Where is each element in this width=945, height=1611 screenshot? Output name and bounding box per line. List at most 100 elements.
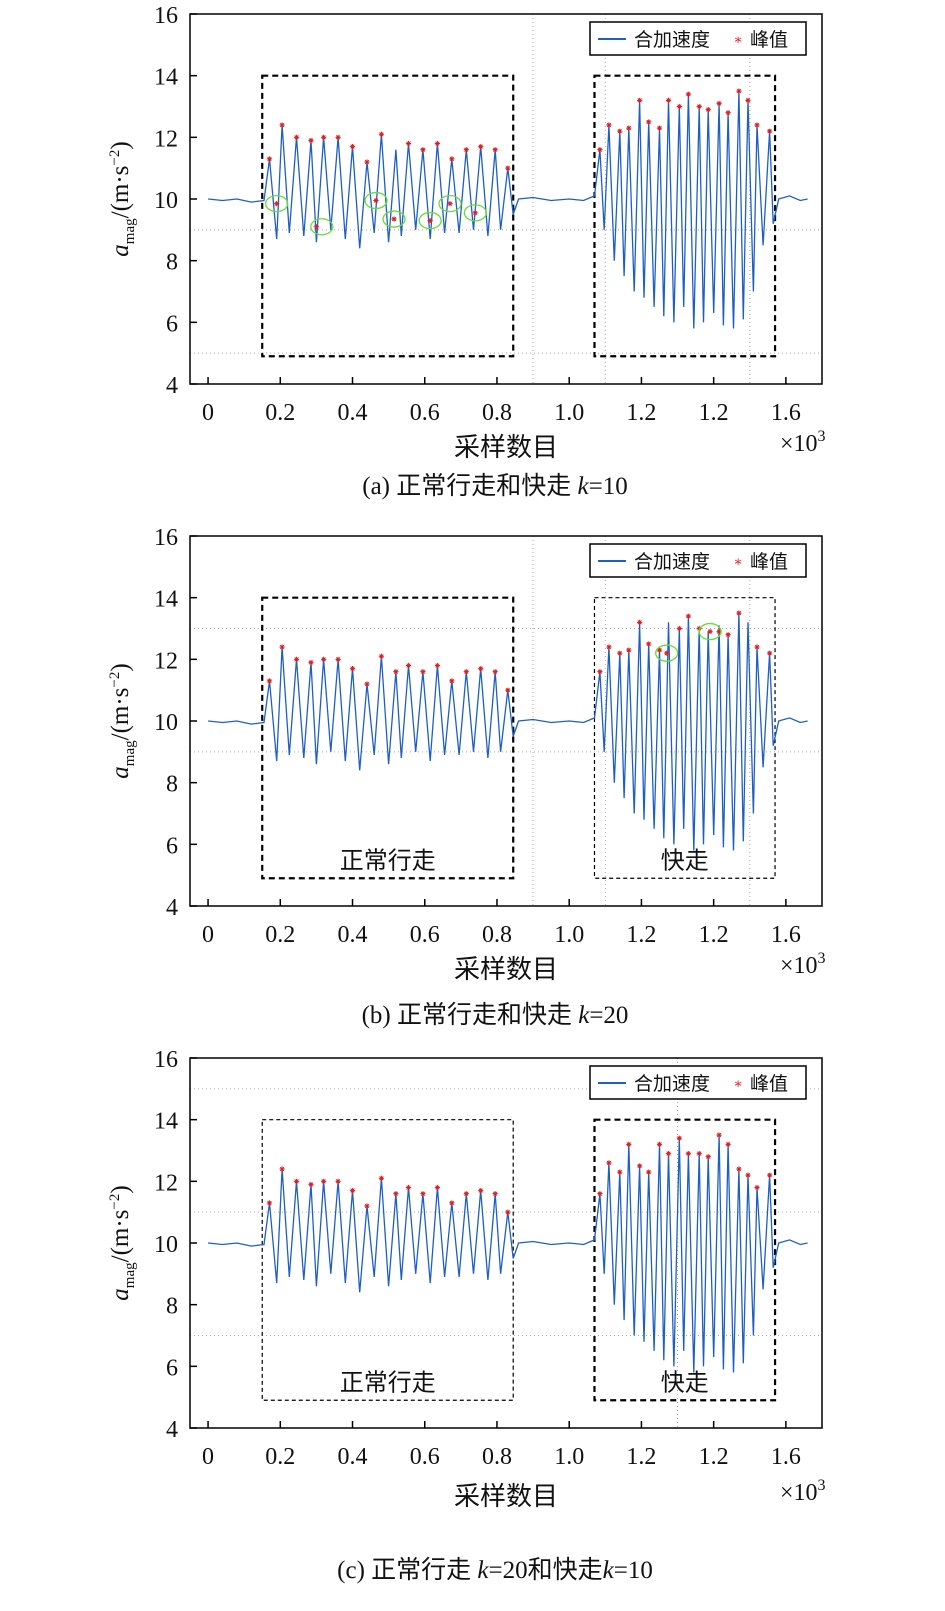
peak-marker	[393, 1191, 399, 1197]
y-axis-label-part: /(m·s	[107, 166, 134, 219]
caption: (a) 正常行走和快走 k=10	[362, 472, 627, 500]
y-axis-label-part: mag	[122, 218, 138, 244]
y-axis-label-part: )	[107, 141, 134, 149]
peak-marker	[656, 1141, 663, 1147]
peak-marker	[716, 628, 722, 635]
x-tick-label: 0.4	[338, 400, 368, 426]
y-axis-label-part: )	[107, 663, 134, 671]
x-tick-label: 0	[202, 922, 214, 948]
caption-part: k	[578, 473, 590, 500]
y-axis-label-part: )	[107, 1185, 134, 1193]
x-tick-label: 1.2	[699, 400, 729, 426]
plot-frame	[189, 535, 823, 907]
x-tick-label: 0.6	[410, 400, 440, 426]
x-multiplier: ×103	[780, 428, 826, 457]
y-tick-label: 16	[154, 525, 178, 551]
caption: (c) 正常行走 k=20和快走k=10	[337, 1556, 653, 1584]
caption-part: =20和快走	[489, 1556, 603, 1584]
peak-marker	[349, 143, 356, 150]
peak-marker	[449, 678, 455, 684]
peak-marker	[378, 653, 385, 659]
highlight-circle	[463, 204, 487, 222]
peak-marker	[665, 97, 672, 103]
peak-marker	[378, 1175, 385, 1181]
peak-marker	[427, 217, 433, 224]
highlight-circle	[265, 194, 289, 213]
peak-marker	[705, 106, 711, 113]
peak-marker	[617, 650, 623, 656]
caption-part: =10	[589, 473, 628, 500]
peak-marker	[449, 156, 455, 162]
peak-marker	[373, 197, 379, 204]
x-tick-label: 1.6	[771, 922, 801, 948]
peak-marker	[656, 647, 663, 653]
peak-marker	[646, 119, 652, 125]
x-tick-label: 0.4	[338, 1444, 368, 1470]
plot-frame	[189, 1057, 823, 1429]
x-multiplier-exp: 3	[818, 1477, 826, 1494]
peak-marker	[274, 201, 280, 207]
peak-marker	[696, 1150, 702, 1157]
y-axis-label-part: /(m·s	[107, 688, 134, 741]
peak-marker	[754, 1184, 760, 1191]
caption-part: k	[477, 1557, 489, 1584]
region-box	[593, 1118, 777, 1402]
y-tick-label: 6	[166, 833, 178, 859]
x-tick-label: 0.2	[265, 1444, 295, 1470]
y-tick-label: 16	[154, 3, 178, 29]
peak-marker	[472, 210, 478, 216]
x-tick-label: 0	[202, 400, 214, 426]
x-tick-label: 1.6	[771, 400, 801, 426]
highlight-circle	[698, 622, 722, 641]
legend-label: 合加速度	[634, 29, 710, 51]
peak-marker	[646, 1169, 652, 1175]
region-box	[261, 74, 515, 358]
x-tick-label: 0.6	[410, 1444, 440, 1470]
peak-marker	[308, 137, 314, 144]
peak-marker	[492, 669, 498, 675]
peak-marker	[685, 1150, 691, 1157]
legend-label: 峰值	[750, 551, 788, 573]
peak-marker	[321, 656, 327, 662]
peak-marker	[705, 1154, 711, 1160]
y-axis-label-part: mag	[122, 1262, 138, 1288]
peak-marker	[434, 662, 440, 669]
y-tick-label: 6	[166, 311, 178, 337]
highlight-circle	[364, 191, 388, 210]
x-tick-label: 1.2	[699, 1444, 729, 1470]
y-axis-label-part: −2	[107, 150, 123, 166]
highlight-circle	[382, 210, 406, 228]
peak-marker	[335, 1178, 341, 1184]
x-tick-label: 0	[202, 1444, 214, 1470]
y-tick-label: 4	[166, 895, 178, 921]
y-tick-label: 14	[154, 587, 178, 613]
peak-marker	[449, 1200, 455, 1206]
peak-marker	[745, 97, 751, 103]
highlight-circle	[418, 211, 442, 230]
peak-marker	[606, 644, 612, 650]
x-tick-label: 1.2	[626, 1444, 656, 1470]
peak-marker	[767, 128, 773, 134]
peak-marker	[463, 1191, 469, 1197]
y-tick-label: 12	[154, 648, 178, 674]
highlight-circle	[310, 218, 334, 236]
peak-marker	[685, 91, 691, 97]
peak-marker	[478, 143, 484, 150]
x-tick-label: 1.2	[626, 922, 656, 948]
y-axis-label-part: /(m·s	[107, 1210, 134, 1263]
signal-line	[208, 91, 808, 329]
x-multiplier: ×103	[780, 950, 826, 979]
region-label: 快走	[661, 1368, 709, 1396]
peak-marker	[606, 1160, 612, 1166]
y-tick-label: 4	[166, 373, 178, 399]
peak-marker	[293, 1178, 300, 1184]
peak-marker	[405, 1184, 412, 1191]
peak-marker	[321, 1178, 327, 1184]
y-tick-label: 16	[154, 1047, 178, 1073]
peak-marker	[420, 147, 426, 153]
peak-marker	[745, 1172, 751, 1178]
peak-marker	[492, 147, 498, 153]
legend-marker: ∗	[733, 555, 743, 570]
peak-marker	[393, 669, 399, 675]
y-tick-label: 8	[166, 250, 178, 276]
